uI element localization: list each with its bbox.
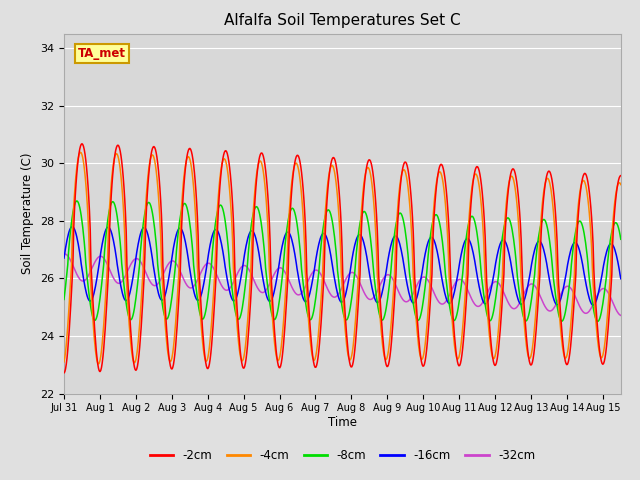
Text: TA_met: TA_met [78,47,126,60]
Title: Alfalfa Soil Temperatures Set C: Alfalfa Soil Temperatures Set C [224,13,461,28]
Y-axis label: Soil Temperature (C): Soil Temperature (C) [22,153,35,275]
X-axis label: Time: Time [328,416,357,429]
Legend: -2cm, -4cm, -8cm, -16cm, -32cm: -2cm, -4cm, -8cm, -16cm, -32cm [145,444,540,467]
